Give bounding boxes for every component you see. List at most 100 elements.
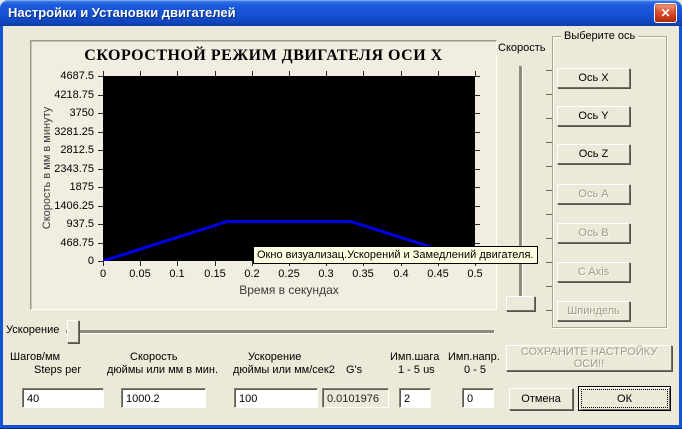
x-tick-mark: [289, 71, 290, 76]
acceleration-input[interactable]: [234, 388, 318, 408]
y-tick-label: 2343.75: [54, 163, 94, 175]
window-title: Настройки и Установки двигателей: [8, 5, 236, 20]
speed-slider-label: Скорость: [498, 42, 546, 54]
y-tick-mark: [475, 76, 480, 77]
acceleration-label: Ускорение: [248, 351, 302, 363]
acceleration-slider-thumb[interactable]: [67, 320, 79, 343]
y-tick-label: 4218.75: [54, 89, 94, 101]
x-tick-label: 0.35: [352, 268, 374, 280]
close-button[interactable]: ✕: [654, 3, 677, 23]
y-tick-mark: [475, 132, 480, 133]
cancel-button[interactable]: Отмена: [509, 388, 573, 410]
speed-slider-track[interactable]: [519, 66, 522, 310]
title-bar[interactable]: Настройки и Установки двигателей ✕: [0, 0, 682, 26]
step-pulse-label: Имп.шага: [390, 351, 440, 363]
x-tick-mark: [363, 71, 364, 76]
y-tick-label: 4687.5: [60, 70, 94, 82]
y-tick-mark: [475, 224, 480, 225]
y-tick-mark: [475, 150, 480, 151]
y-tick-mark: [475, 113, 480, 114]
velocity-input[interactable]: [121, 388, 206, 408]
window-border-bottom: [0, 425, 682, 429]
step-pulse-input[interactable]: [399, 388, 431, 408]
x-tick-label: 0.4: [393, 268, 409, 280]
y-tick-label: 3281.25: [54, 126, 94, 138]
x-tick-label: 0.45: [427, 268, 449, 280]
steps-per-mm-label-ru: Шагов/мм: [10, 351, 61, 363]
y-tick-label: 1875: [69, 181, 94, 193]
window-border-left: [0, 26, 3, 426]
steps-per-mm-input[interactable]: [22, 388, 104, 408]
speed-slider-thumb[interactable]: [506, 296, 535, 311]
axis-select-group: Выберите ось Ось X Ось Y Ось Z Ось A Ось…: [552, 30, 667, 328]
chart-panel: СКОРОСТНОЙ РЕЖИМ ДВИГАТЕЛЯ ОСИ X Скорост…: [30, 40, 497, 310]
x-tick-label: 0: [99, 268, 107, 280]
y-tick-mark: [98, 224, 103, 225]
axis-y-button[interactable]: Ось Y: [557, 106, 630, 126]
axis-b-button: Ось B: [557, 223, 630, 243]
acceleration-units-label: дюймы или мм/сек2: [233, 364, 335, 376]
x-tick-mark: [215, 71, 216, 76]
y-tick-mark: [475, 169, 480, 170]
y-tick-mark: [475, 187, 480, 188]
spindle-button: Шпиндель: [557, 301, 630, 321]
step-pulse-range-label: 1 - 5 us: [398, 364, 435, 376]
x-tick-label: 0.5: [467, 268, 483, 280]
axis-z-button[interactable]: Ось Z: [557, 144, 630, 164]
chart-x-axis-label: Время в секундах: [239, 283, 339, 297]
axis-c-button: C Axis: [557, 262, 630, 282]
y-tick-label: 3750: [69, 107, 94, 119]
x-tick-label: 0.1: [169, 268, 185, 280]
x-tick-mark: [438, 71, 439, 76]
dir-pulse-input[interactable]: [462, 388, 494, 408]
acceleration-slider-track[interactable]: [66, 330, 494, 333]
x-tick-mark: [103, 71, 104, 76]
y-tick-mark: [98, 261, 103, 262]
x-tick-mark: [215, 261, 216, 266]
velocity-profile-line: [103, 220, 475, 261]
y-tick-mark: [98, 95, 103, 96]
x-tick-mark: [252, 261, 253, 266]
axis-x-button[interactable]: Ось X: [557, 68, 630, 88]
x-tick-mark: [326, 71, 327, 76]
gs-readout: [322, 388, 389, 408]
dir-pulse-range-label: 0 - 5: [464, 364, 487, 376]
y-tick-label: 937.5: [66, 218, 94, 230]
x-tick-mark: [140, 261, 141, 266]
steps-per-mm-label-en: Steps per: [34, 364, 82, 376]
tooltip: Окно визуализац.Ускорений и Замедлений д…: [253, 246, 538, 264]
dir-pulse-label: Имп.напр.: [448, 351, 500, 363]
chart-plot-area: [103, 76, 475, 261]
close-icon: ✕: [660, 6, 671, 20]
x-tick-label: 0.05: [129, 268, 151, 280]
y-tick-mark: [98, 76, 103, 77]
x-tick-mark: [140, 71, 141, 76]
x-tick-mark: [252, 71, 253, 76]
y-tick-label: 2812.5: [60, 144, 94, 156]
x-tick-label: 0.3: [318, 268, 334, 280]
x-tick-mark: [177, 261, 178, 266]
acceleration-slider-label: Ускорение: [6, 324, 60, 336]
y-tick-mark: [98, 206, 103, 207]
x-tick-mark: [103, 261, 104, 266]
velocity-label: Скорость: [130, 351, 178, 363]
y-tick-mark: [475, 206, 480, 207]
y-tick-mark: [98, 187, 103, 188]
x-tick-label: 0.25: [278, 268, 300, 280]
y-tick-label: 0: [87, 255, 94, 267]
x-tick-mark: [475, 71, 476, 76]
chart-title: СКОРОСТНОЙ РЕЖИМ ДВИГАТЕЛЯ ОСИ X: [84, 47, 443, 64]
save-axis-settings-button: СОХРАНИТЕ НАСТРОЙКУ ОСИ!!: [506, 345, 672, 371]
ok-button[interactable]: ОК: [578, 386, 671, 411]
x-tick-mark: [401, 71, 402, 76]
y-tick-mark: [98, 150, 103, 151]
x-tick-mark: [177, 71, 178, 76]
y-tick-label: 1406.25: [54, 200, 94, 212]
axis-select-group-title: Выберите ось: [561, 30, 639, 42]
y-tick-mark: [475, 95, 480, 96]
y-tick-mark: [98, 169, 103, 170]
gs-label: G's: [346, 364, 363, 376]
y-tick-mark: [98, 113, 103, 114]
y-tick-mark: [98, 243, 103, 244]
